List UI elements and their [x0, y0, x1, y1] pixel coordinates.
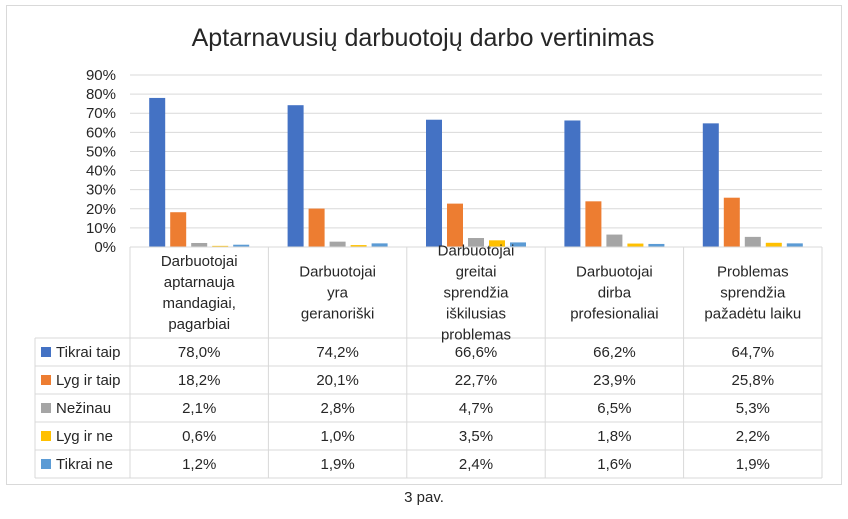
y-tick-label: 80%	[86, 86, 116, 103]
y-tick-label: 30%	[86, 182, 116, 199]
bar	[233, 244, 250, 247]
legend-label: Tikrai taip	[56, 344, 120, 361]
bar	[308, 208, 325, 247]
data-label: 2,1%	[182, 400, 216, 417]
bar	[606, 234, 623, 247]
data-label: 18,2%	[178, 372, 221, 389]
bar	[149, 97, 166, 247]
legend-swatch	[41, 375, 51, 385]
category-label: Darbuotojai dirba profesionaliai	[570, 264, 658, 323]
y-tick-label: 50%	[86, 143, 116, 160]
bar	[744, 236, 761, 247]
bar	[585, 201, 602, 247]
legend-label: Nežinau	[56, 400, 111, 417]
bar	[191, 242, 208, 247]
legend-label: Tikrai ne	[56, 456, 113, 473]
legend-swatch	[41, 347, 51, 357]
data-label: 66,2%	[593, 344, 636, 361]
data-label: 66,6%	[455, 344, 498, 361]
data-label: 2,8%	[320, 400, 354, 417]
data-label: 78,0%	[178, 344, 221, 361]
figure-caption: 3 pav.	[404, 489, 444, 506]
y-tick-label: 60%	[86, 124, 116, 141]
bar	[329, 241, 346, 247]
bar	[447, 203, 463, 247]
bar	[489, 240, 505, 247]
bar	[371, 243, 388, 247]
legend-label: Lyg ir taip	[56, 372, 120, 389]
bar	[510, 242, 526, 247]
data-label: 22,7%	[455, 372, 498, 389]
data-label: 1,9%	[320, 456, 354, 473]
data-label: 4,7%	[459, 400, 493, 417]
bar	[723, 197, 740, 247]
data-label: 1,2%	[182, 456, 216, 473]
y-tick-label: 70%	[86, 105, 116, 122]
legend-swatch	[41, 459, 51, 469]
data-label: 1,9%	[736, 456, 770, 473]
legend-label: Lyg ir ne	[56, 428, 113, 445]
chart-frame	[6, 5, 842, 485]
bar	[627, 243, 644, 247]
bar	[170, 212, 187, 247]
data-label: 3,5%	[459, 428, 493, 445]
data-label: 25,8%	[732, 372, 775, 389]
bar	[564, 120, 581, 247]
data-label: 0,6%	[182, 428, 216, 445]
bar	[212, 245, 229, 247]
chart-title: Aptarnavusių darbuotojų darbo vertinimas	[192, 24, 655, 52]
y-tick-label: 20%	[86, 201, 116, 218]
y-tick-label: 0%	[94, 239, 116, 256]
data-label: 20,1%	[316, 372, 359, 389]
data-label: 5,3%	[736, 400, 770, 417]
bar	[426, 119, 442, 247]
category-label: Darbuotojai aptarnauja mandagiai, pagarbiai	[161, 253, 238, 333]
bar	[648, 243, 665, 247]
data-label: 23,9%	[593, 372, 636, 389]
data-label: 2,4%	[459, 456, 493, 473]
legend-swatch	[41, 431, 51, 441]
data-label: 1,6%	[597, 456, 631, 473]
data-label: 64,7%	[732, 344, 775, 361]
bar	[350, 245, 367, 247]
y-tick-label: 10%	[86, 220, 116, 237]
data-label: 74,2%	[316, 344, 359, 361]
category-label: Darbuotojai yra geranoriški	[299, 264, 376, 323]
y-tick-label: 40%	[86, 163, 116, 180]
bar	[468, 238, 484, 247]
y-tick-label: 90%	[86, 67, 116, 84]
category-label: Darbuotojai greitai sprendžia iškilusias pro…	[438, 243, 515, 344]
bar	[765, 242, 782, 247]
data-label: 2,2%	[736, 428, 770, 445]
bar	[702, 123, 719, 247]
data-label: 1,8%	[597, 428, 631, 445]
bar	[287, 105, 304, 247]
category-label: Problemas sprendžia pažadėtu laiku	[704, 264, 801, 323]
data-label: 1,0%	[320, 428, 354, 445]
bar	[786, 243, 803, 247]
legend-swatch	[41, 403, 51, 413]
data-label: 6,5%	[597, 400, 631, 417]
